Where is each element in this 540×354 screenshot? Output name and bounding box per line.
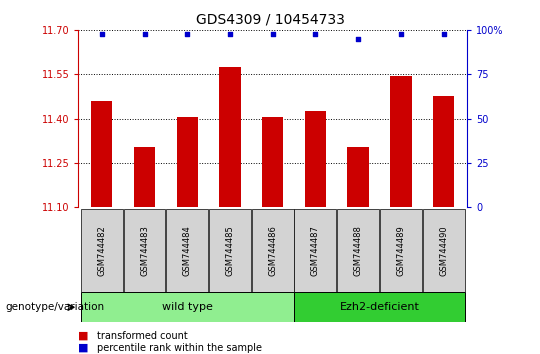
Point: [354, 36, 362, 42]
Point: [98, 31, 106, 36]
Bar: [337, 209, 379, 292]
Bar: [124, 209, 165, 292]
Bar: [166, 209, 208, 292]
Bar: [390, 76, 411, 207]
Point: [140, 31, 149, 36]
Bar: [347, 147, 369, 207]
Text: percentile rank within the sample: percentile rank within the sample: [97, 343, 262, 353]
Text: GSM744486: GSM744486: [268, 225, 277, 276]
Text: wild type: wild type: [162, 302, 213, 312]
Text: transformed count: transformed count: [97, 331, 188, 341]
Point: [226, 31, 234, 36]
Bar: [219, 67, 241, 207]
Bar: [262, 117, 284, 207]
Text: GDS4309 / 10454733: GDS4309 / 10454733: [195, 12, 345, 27]
Text: GSM744488: GSM744488: [354, 225, 363, 276]
Point: [311, 31, 320, 36]
Bar: [294, 292, 464, 322]
Bar: [91, 101, 112, 207]
Bar: [294, 209, 336, 292]
Text: GSM744483: GSM744483: [140, 225, 149, 276]
Text: ■: ■: [78, 331, 89, 341]
Text: Ezh2-deficient: Ezh2-deficient: [340, 302, 420, 312]
Point: [183, 31, 192, 36]
Point: [396, 31, 405, 36]
Bar: [81, 292, 294, 322]
Bar: [380, 209, 422, 292]
Text: GSM744490: GSM744490: [439, 225, 448, 276]
Bar: [177, 117, 198, 207]
Bar: [423, 209, 464, 292]
Point: [268, 31, 277, 36]
Text: GSM744484: GSM744484: [183, 225, 192, 276]
Bar: [252, 209, 294, 292]
Bar: [209, 209, 251, 292]
Text: GSM744489: GSM744489: [396, 225, 406, 276]
Text: GSM744487: GSM744487: [311, 225, 320, 276]
Text: genotype/variation: genotype/variation: [5, 302, 105, 312]
Bar: [134, 147, 155, 207]
Text: ■: ■: [78, 343, 89, 353]
Point: [439, 31, 448, 36]
Text: GSM744485: GSM744485: [226, 225, 234, 276]
Bar: [305, 111, 326, 207]
Bar: [433, 97, 454, 207]
Text: GSM744482: GSM744482: [97, 225, 106, 276]
Bar: [81, 209, 123, 292]
